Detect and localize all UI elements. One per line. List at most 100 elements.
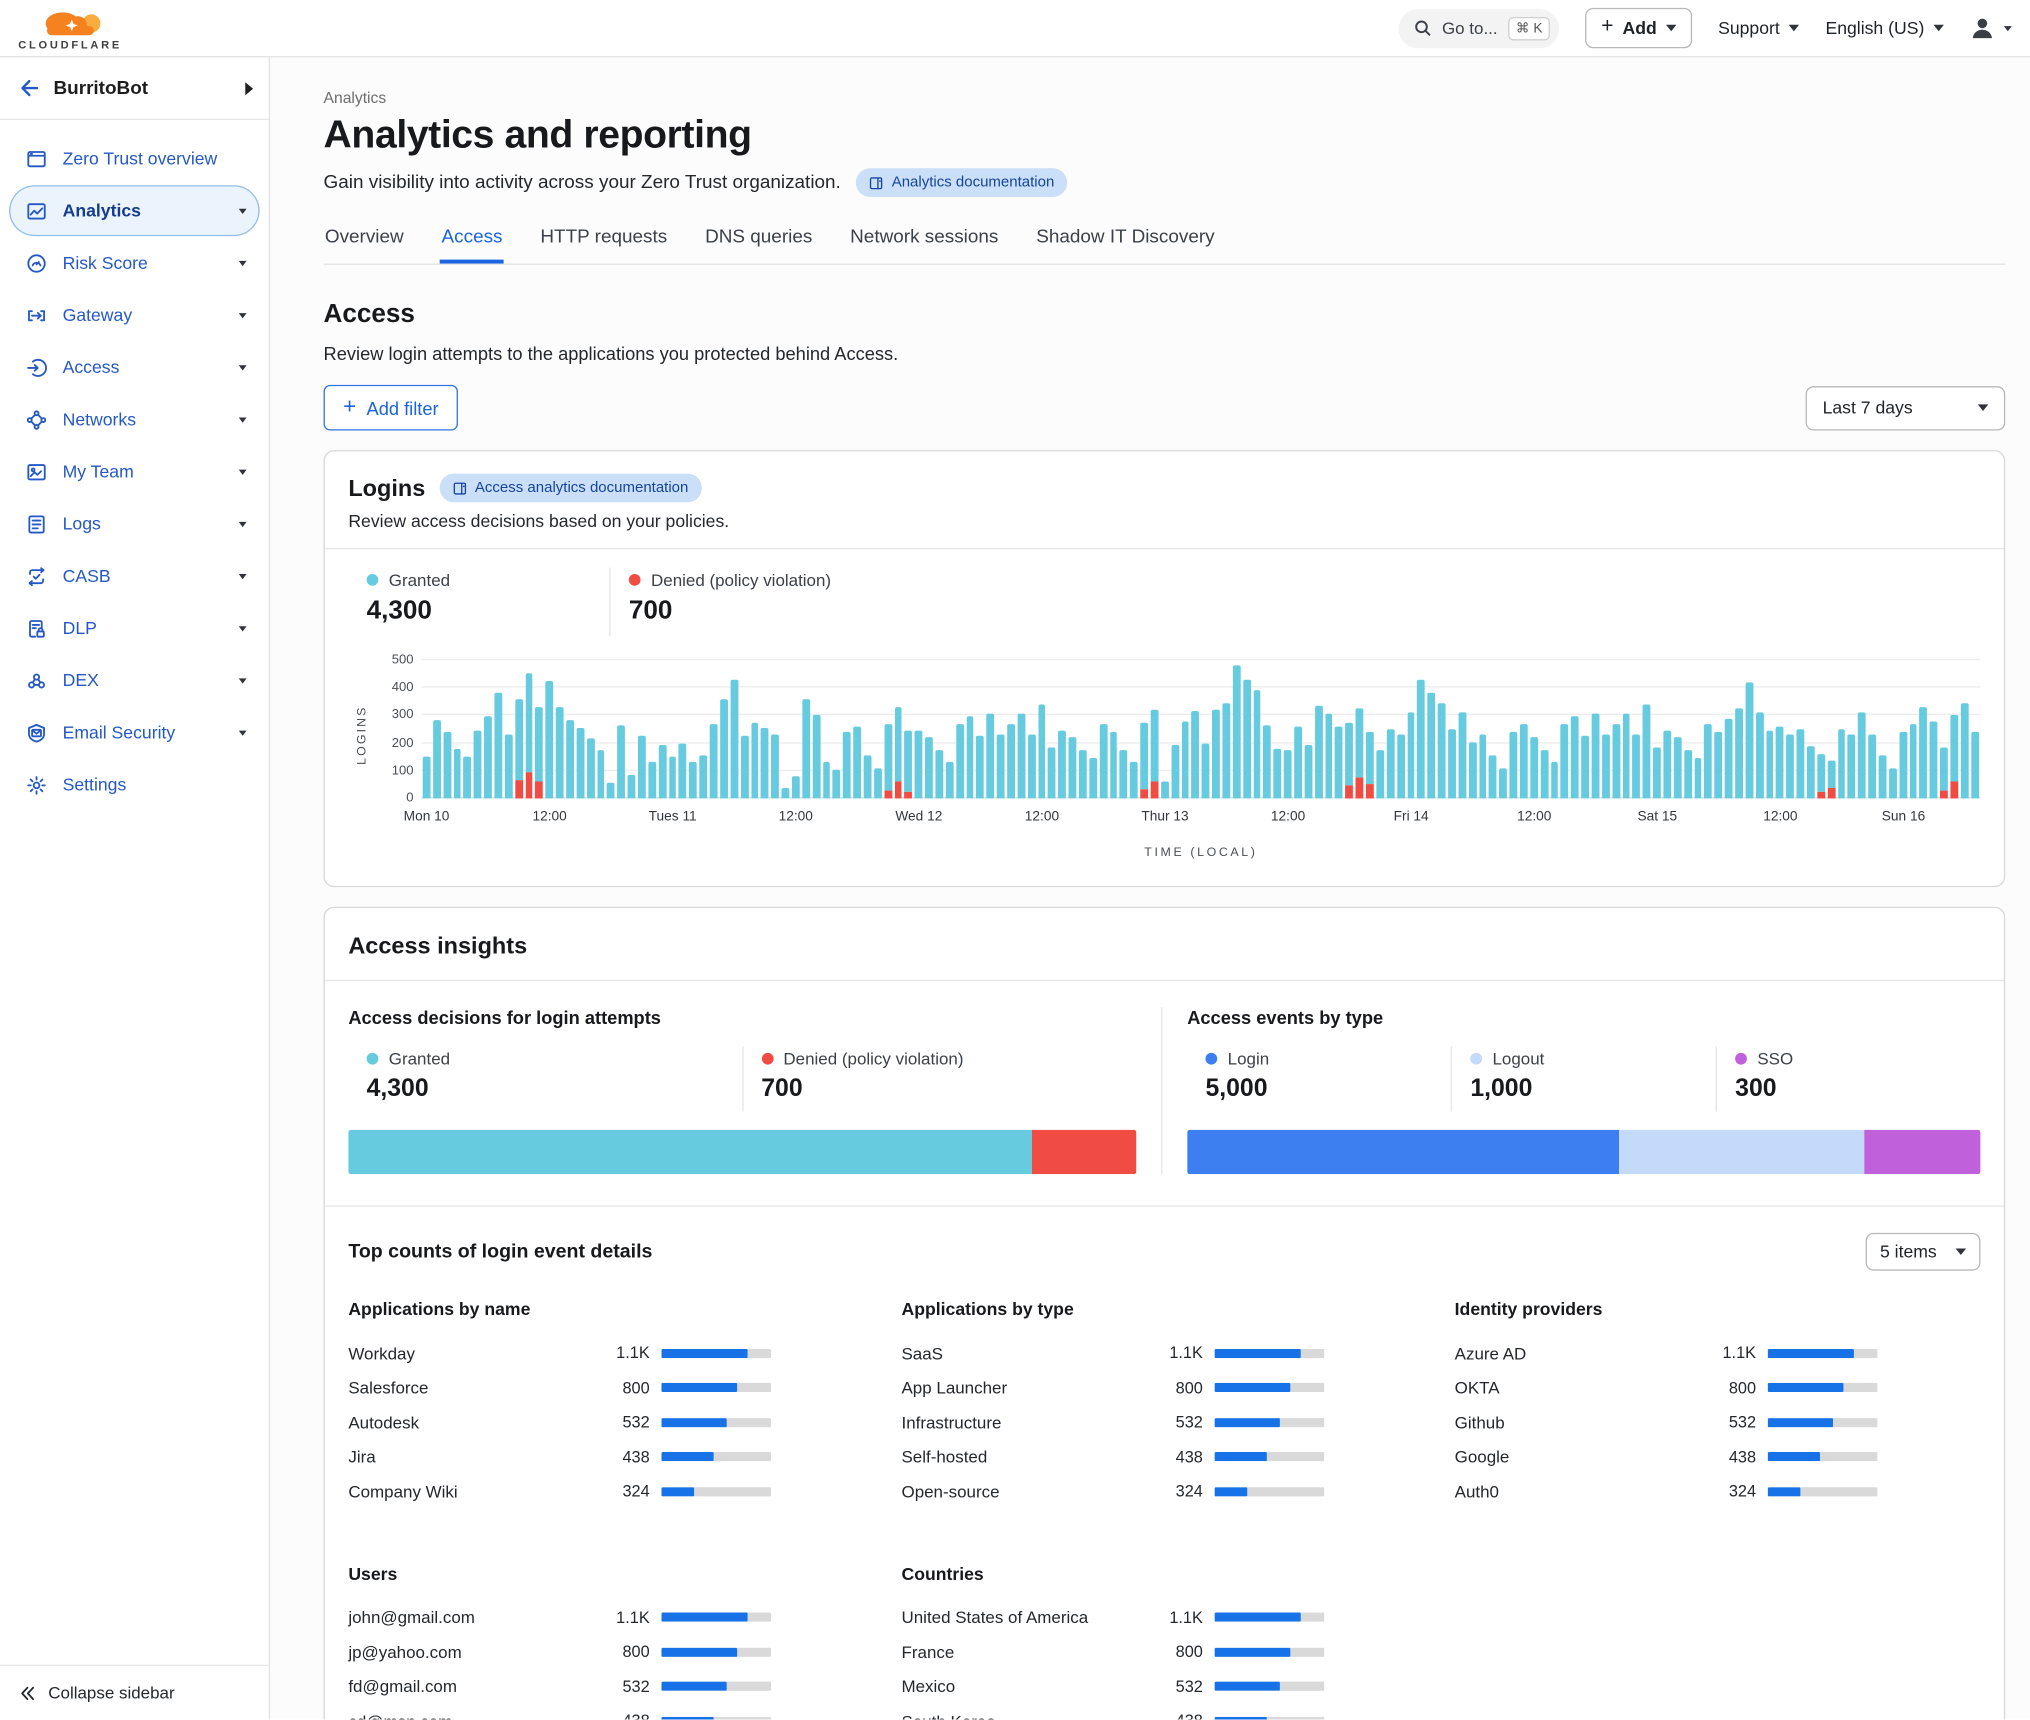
row-bar-fill: [661, 1417, 727, 1427]
bar: [1817, 754, 1825, 799]
add-button[interactable]: + Add: [1585, 7, 1693, 49]
row-bar-fill: [1767, 1383, 1844, 1393]
granted-segment: [597, 750, 605, 799]
sidebar-item-risk-score[interactable]: Risk Score: [9, 237, 259, 288]
row-value: 324: [1175, 1482, 1203, 1501]
bar: [730, 679, 738, 799]
support-menu[interactable]: Support: [1718, 18, 1800, 38]
chart-plot-area: 0 100 200 300 400 500 Mon 10 12:00 Tues 11 12:00 W…: [392, 653, 1981, 825]
row-bar-fill: [1767, 1486, 1801, 1497]
row-value: 324: [1728, 1482, 1757, 1501]
granted-segment: [1960, 703, 1969, 799]
granted-segment: [1048, 747, 1056, 799]
expand-right-icon[interactable]: [245, 81, 254, 95]
global-search[interactable]: Go to... ⌘ K: [1398, 8, 1560, 48]
row-bar-fill: [1214, 1348, 1301, 1358]
chevron-down-icon: [1977, 404, 1989, 411]
sidebar-item-label: DLP: [62, 618, 97, 638]
row-value: 800: [622, 1642, 650, 1662]
gridline: [421, 741, 1981, 744]
granted-segment: [996, 734, 1005, 799]
sidebar-item-label: Risk Score: [62, 253, 148, 273]
granted-segment: [1909, 723, 1918, 799]
tab-dns-queries[interactable]: DNS queries: [705, 227, 813, 248]
sidebar-item-gateway[interactable]: Gateway: [9, 290, 259, 341]
chevron-down-icon: [238, 469, 247, 475]
bar: [1335, 726, 1343, 799]
granted-segment: [904, 730, 913, 792]
granted-segment: [1478, 734, 1487, 799]
granted-segment: [832, 769, 841, 799]
bar: [1304, 744, 1313, 799]
tab-http-requests[interactable]: HTTP requests: [540, 227, 668, 248]
table-title: Identity providers: [1454, 1299, 1603, 1319]
add-filter-button[interactable]: + Add filter: [323, 384, 459, 431]
sidebar-item-networks[interactable]: Networks: [9, 394, 259, 445]
chevron-down-icon: [238, 208, 247, 214]
granted-segment: [545, 680, 554, 799]
top-bar-controls: Go to... ⌘ K + Add Support English (US): [1398, 7, 2012, 49]
sidebar-item-settings[interactable]: Settings: [9, 759, 259, 810]
granted-segment: [668, 756, 677, 799]
granted-segment: [1632, 734, 1641, 799]
legend-granted: Granted 4,300: [348, 568, 609, 637]
section-description: Review login attempts to the application…: [323, 343, 899, 364]
access-analytics-documentation-badge[interactable]: Access analytics documentation: [439, 473, 702, 503]
sidebar-item-dex[interactable]: DEX: [9, 655, 259, 706]
back-arrow-icon[interactable]: [18, 77, 40, 99]
sidebar-item-analytics[interactable]: Analytics: [9, 185, 260, 237]
items-count-select[interactable]: 5 items: [1865, 1232, 1981, 1271]
tab-access[interactable]: Access: [440, 222, 504, 264]
granted-segment: [1325, 714, 1333, 799]
account-menu[interactable]: [1970, 16, 2012, 41]
table-row: Google 438: [1455, 1440, 1878, 1475]
legend-login: Login 5,000: [1187, 1046, 1451, 1111]
sidebar-item-access[interactable]: Access: [9, 342, 259, 393]
row-value: 800: [1728, 1378, 1757, 1397]
bar: [1366, 732, 1374, 799]
breadcrumb[interactable]: Analytics: [323, 88, 387, 107]
legend-dot: [366, 574, 379, 586]
bar: [1724, 718, 1733, 799]
bar: [1714, 732, 1723, 799]
collapse-sidebar-button[interactable]: Collapse sidebar: [0, 1664, 269, 1720]
tab-network-sessions[interactable]: Network sessions: [850, 227, 999, 248]
sidebar-item-email-security[interactable]: Email Security: [9, 707, 259, 758]
x-tick-label: Fri 14: [1393, 808, 1429, 825]
bar: [1212, 709, 1220, 799]
granted-segment: [709, 723, 718, 799]
table-countries: Countries United States of America 1.1K Fra…: [901, 1564, 1325, 1720]
tab-shadow-it-discovery[interactable]: Shadow IT Discovery: [1036, 227, 1215, 248]
bar: [802, 698, 810, 799]
row-bar-fill: [1214, 1452, 1268, 1462]
logins-card-subtitle: Review access decisions based on your po…: [348, 511, 730, 531]
bar: [843, 732, 851, 799]
granted-segment: [1919, 707, 1928, 799]
access-insights-card: Access insights Access decisions for log…: [323, 906, 2006, 1720]
denied-segment: [1345, 785, 1354, 799]
tab-overview[interactable]: Overview: [324, 227, 404, 248]
granted-segment: [1929, 720, 1938, 799]
divider: [1161, 1007, 1163, 1175]
sidebar-item-zero-trust-overview[interactable]: Zero Trust overview: [9, 133, 259, 184]
table-row: OKTA 800: [1455, 1371, 1878, 1406]
sidebar-item-logs[interactable]: Logs: [9, 498, 259, 549]
y-tick-label: 500: [391, 652, 414, 668]
divider: [741, 1046, 743, 1112]
logins-chart: LOGINS 0 100 200 300 400 500 Mon 10 12:00 Tues 1…: [325, 642, 2004, 886]
account-switcher[interactable]: BurritoBot: [0, 57, 269, 121]
sidebar-item-dlp[interactable]: DLP: [9, 603, 259, 654]
page-title: Analytics and reporting: [323, 113, 753, 157]
bar: [1089, 758, 1097, 799]
legend-value: 4,300: [366, 596, 432, 625]
granted-segment: [1817, 754, 1825, 792]
granted-segment: [1776, 726, 1784, 799]
language-menu[interactable]: English (US): [1825, 18, 1944, 38]
analytics-documentation-badge[interactable]: Analytics documentation: [856, 168, 1068, 197]
cloudflare-logo: CLOUDFLARE: [18, 9, 122, 50]
bar: [863, 755, 872, 799]
sidebar-item-casb[interactable]: CASB: [9, 551, 259, 602]
sidebar-item-my-team[interactable]: My Team: [9, 446, 259, 497]
date-range-select[interactable]: Last 7 days: [1805, 385, 2006, 430]
legend-sso: SSO 300: [1717, 1046, 1981, 1111]
